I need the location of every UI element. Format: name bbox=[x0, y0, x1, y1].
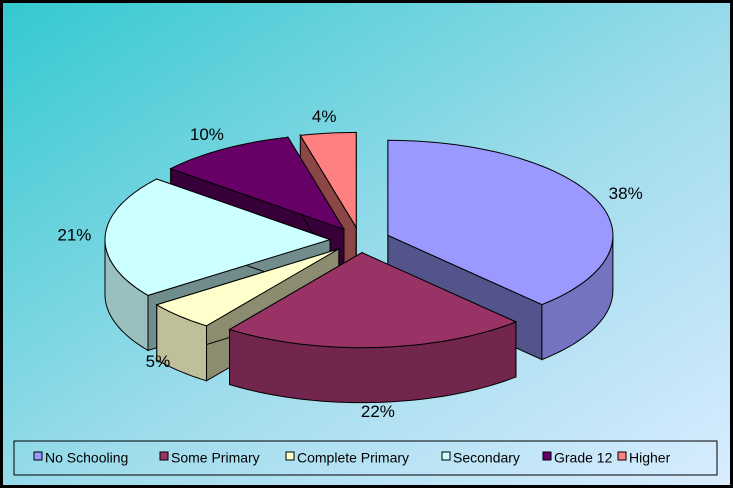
legend-label: Complete Primary bbox=[297, 450, 409, 466]
legend-swatch bbox=[285, 451, 295, 461]
slice-top bbox=[104, 178, 332, 296]
data-label: 38% bbox=[609, 184, 643, 203]
data-label: 5% bbox=[146, 352, 171, 371]
data-label: 10% bbox=[190, 125, 224, 144]
slice-top bbox=[387, 139, 614, 306]
legend-swatch bbox=[159, 451, 169, 461]
slice-top bbox=[155, 248, 340, 327]
data-label: 22% bbox=[361, 402, 395, 421]
legend-label: Higher bbox=[629, 450, 671, 466]
legend-swatch bbox=[617, 451, 627, 461]
pie-slice bbox=[228, 251, 518, 404]
data-label: 21% bbox=[57, 226, 91, 245]
legend-label: Some Primary bbox=[171, 450, 260, 466]
legend-swatch bbox=[33, 451, 43, 461]
legend-box bbox=[13, 440, 718, 476]
slice-top bbox=[169, 136, 346, 231]
legend-label: No Schooling bbox=[45, 450, 128, 466]
legend-label: Secondary bbox=[453, 450, 520, 466]
pie bbox=[104, 131, 614, 404]
legend-label: Grade 12 bbox=[554, 450, 613, 466]
data-label: 4% bbox=[312, 107, 337, 126]
slice-top bbox=[299, 131, 357, 230]
legend: No Schooling Some Primary Complete Primary… bbox=[33, 450, 671, 466]
legend-swatch bbox=[542, 451, 552, 461]
legend-swatch bbox=[441, 451, 451, 461]
slice-top bbox=[228, 252, 518, 349]
